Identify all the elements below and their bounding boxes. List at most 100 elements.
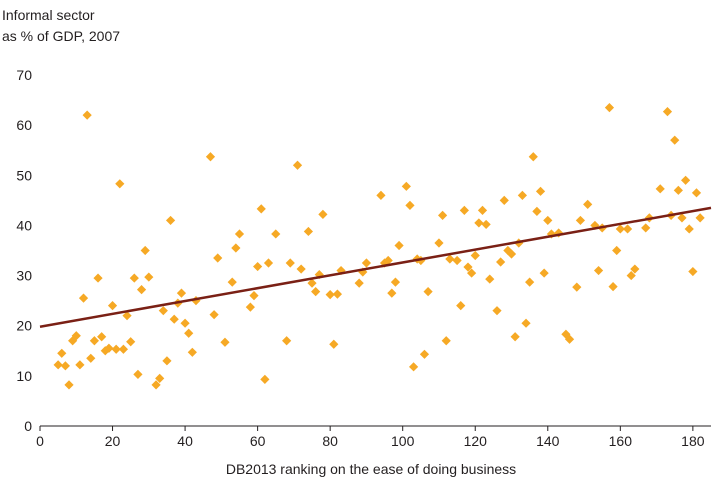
data-point bbox=[53, 360, 63, 370]
y-tick-label: 40 bbox=[16, 217, 32, 233]
data-point bbox=[681, 175, 691, 185]
data-point bbox=[187, 347, 197, 357]
data-point bbox=[358, 267, 368, 277]
data-point bbox=[474, 218, 484, 228]
data-point bbox=[191, 296, 201, 306]
data-point bbox=[86, 353, 96, 363]
data-point bbox=[564, 334, 575, 344]
data-point bbox=[383, 255, 393, 266]
x-tick-label: 160 bbox=[609, 433, 633, 449]
data-point bbox=[165, 215, 176, 226]
x-axis-title: DB2013 ranking on the ease of doing busi… bbox=[226, 461, 516, 477]
data-point bbox=[361, 258, 372, 268]
data-point bbox=[583, 199, 593, 209]
data-point bbox=[151, 380, 161, 390]
data-point bbox=[499, 195, 509, 205]
data-point bbox=[314, 269, 324, 280]
y-tick-label: 60 bbox=[16, 117, 32, 133]
data-point bbox=[122, 311, 132, 321]
data-point bbox=[176, 288, 187, 298]
data-point bbox=[285, 258, 295, 268]
data-point bbox=[510, 332, 520, 342]
data-point bbox=[271, 229, 281, 239]
y-axis-title-line-1: Informal sector bbox=[2, 7, 95, 23]
data-point bbox=[470, 250, 480, 261]
x-tick-label: 0 bbox=[36, 433, 44, 449]
data-point bbox=[64, 380, 74, 390]
data-point bbox=[481, 219, 491, 230]
data-point bbox=[525, 277, 535, 287]
data-point bbox=[253, 261, 263, 272]
data-point bbox=[129, 273, 139, 283]
data-point bbox=[155, 373, 165, 383]
data-point bbox=[144, 272, 154, 282]
data-point bbox=[82, 110, 92, 120]
data-point bbox=[438, 210, 448, 220]
data-point bbox=[97, 332, 107, 342]
data-point bbox=[423, 287, 433, 297]
data-point bbox=[93, 273, 103, 283]
data-point bbox=[180, 318, 190, 328]
x-tick-label: 40 bbox=[177, 433, 193, 449]
data-point bbox=[575, 215, 586, 226]
data-point bbox=[572, 282, 582, 292]
y-axis-ticks: 0 10 20 30 40 50 60 70 bbox=[16, 67, 32, 434]
data-point bbox=[528, 152, 538, 162]
data-point bbox=[394, 240, 404, 251]
y-tick-label: 70 bbox=[16, 67, 32, 83]
data-point bbox=[673, 185, 683, 195]
data-point bbox=[209, 310, 219, 320]
data-point bbox=[492, 306, 502, 316]
data-point bbox=[688, 266, 698, 277]
x-tick-label: 20 bbox=[105, 433, 121, 449]
data-point bbox=[329, 339, 339, 349]
data-point bbox=[459, 205, 469, 215]
y-axis-title-line-2: as % of GDP, 2007 bbox=[2, 28, 120, 44]
trend-line bbox=[39, 206, 712, 328]
data-point bbox=[126, 337, 136, 347]
data-point bbox=[311, 287, 321, 297]
data-point bbox=[136, 285, 147, 295]
data-point bbox=[390, 277, 401, 287]
data-point bbox=[684, 224, 694, 234]
data-point bbox=[401, 181, 411, 191]
data-point bbox=[303, 226, 313, 237]
data-point bbox=[612, 245, 622, 256]
data-point bbox=[227, 277, 237, 287]
data-point bbox=[205, 152, 216, 162]
x-tick-label: 100 bbox=[391, 433, 415, 449]
data-point bbox=[622, 224, 633, 234]
data-point bbox=[169, 314, 179, 324]
data-point bbox=[405, 200, 415, 210]
data-point bbox=[463, 262, 473, 272]
data-point bbox=[543, 215, 553, 226]
data-point bbox=[332, 289, 343, 299]
x-tick-label: 180 bbox=[681, 433, 705, 449]
data-point bbox=[677, 213, 687, 223]
data-point bbox=[593, 265, 604, 276]
data-point bbox=[325, 290, 335, 300]
data-point bbox=[220, 337, 230, 347]
data-point bbox=[57, 348, 67, 358]
data-point bbox=[467, 268, 477, 278]
y-tick-label: 30 bbox=[16, 268, 32, 284]
data-point bbox=[517, 190, 527, 200]
data-point bbox=[535, 186, 546, 196]
x-tick-label: 80 bbox=[322, 433, 338, 449]
data-point bbox=[111, 344, 121, 354]
data-point bbox=[604, 102, 615, 113]
data-point bbox=[336, 265, 346, 276]
data-point bbox=[521, 318, 531, 328]
data-point bbox=[695, 213, 705, 223]
data-point bbox=[256, 204, 266, 214]
data-point bbox=[78, 293, 89, 303]
data-point bbox=[608, 282, 618, 292]
data-point bbox=[641, 223, 651, 233]
data-point bbox=[104, 343, 114, 353]
data-point bbox=[260, 374, 270, 384]
data-point bbox=[496, 257, 506, 267]
data-point bbox=[503, 245, 513, 256]
data-point bbox=[662, 107, 673, 117]
data-point bbox=[118, 344, 129, 354]
